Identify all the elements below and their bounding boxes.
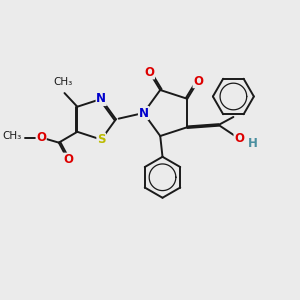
Text: O: O <box>63 153 73 166</box>
Text: O: O <box>193 75 203 88</box>
Text: H: H <box>248 137 258 150</box>
Text: S: S <box>97 133 105 146</box>
Text: N: N <box>96 92 106 106</box>
Text: O: O <box>36 131 46 144</box>
Text: CH₃: CH₃ <box>2 131 21 141</box>
Text: O: O <box>144 66 154 79</box>
Text: CH₃: CH₃ <box>54 77 73 87</box>
Text: N: N <box>139 106 148 119</box>
Text: O: O <box>234 132 244 145</box>
